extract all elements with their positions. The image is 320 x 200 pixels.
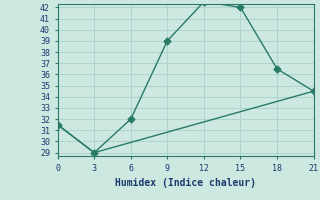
X-axis label: Humidex (Indice chaleur): Humidex (Indice chaleur): [115, 178, 256, 188]
